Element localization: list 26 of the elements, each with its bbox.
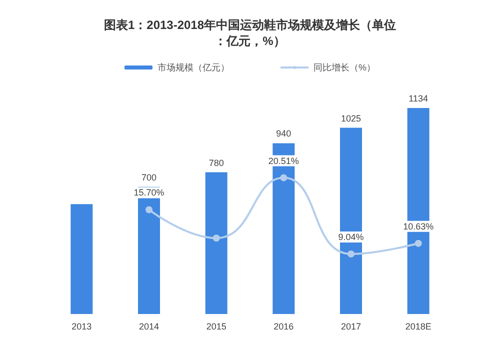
- chart-title: 图表1：2013-2018年中国运动鞋市场规模及增长（单位：亿元，%）: [104, 18, 396, 48]
- x-tick-label: 2018E: [405, 322, 432, 332]
- bar: [340, 128, 362, 314]
- bar: [205, 172, 228, 314]
- legend-label: 同比增长（%）: [314, 62, 376, 72]
- data-label: 9.04%: [338, 232, 364, 242]
- point: [146, 206, 152, 214]
- x-tick-label: 2013: [72, 322, 92, 332]
- data-label: 1025: [340, 113, 362, 124]
- data-label: 940: [276, 128, 292, 139]
- x-tick-label: 2017: [340, 322, 362, 332]
- point: [280, 174, 288, 182]
- legend-label: 市场规模（亿元）: [158, 62, 230, 72]
- data-label: 780: [208, 158, 224, 168]
- data-label: 20.51%: [268, 156, 299, 166]
- point: [414, 240, 422, 247]
- bar: [70, 204, 93, 314]
- point: [348, 250, 354, 258]
- point: [212, 234, 220, 242]
- data-label: 10.63%: [403, 221, 434, 232]
- data-label: 15.70%: [134, 188, 164, 198]
- data-label: 1134: [408, 93, 428, 104]
- data-label: 700: [141, 172, 157, 182]
- x-tick-label: 2014: [138, 322, 160, 332]
- x-tick-label: 2016: [274, 322, 294, 332]
- x-tick-label: 2015: [206, 322, 226, 332]
